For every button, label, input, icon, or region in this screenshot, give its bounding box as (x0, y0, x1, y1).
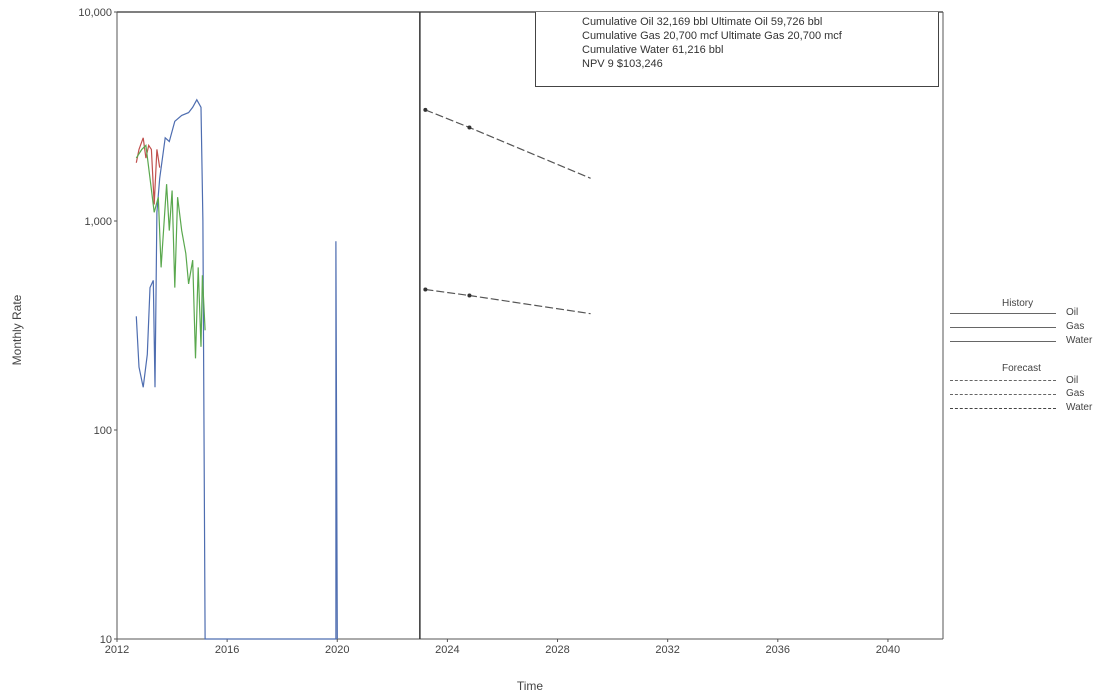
forecast-point (423, 107, 428, 112)
legend-forecast-title: Forecast (1002, 363, 1041, 374)
forecast-gas-line (425, 288, 591, 315)
x-tick-label: 2036 (766, 644, 790, 656)
info-line-oil: Cumulative Oil 32,169 bbl Ultimate Oil 5… (582, 16, 823, 28)
info-line-water: Cumulative Water 61,216 bbl (582, 44, 724, 56)
legend-forecast-gas: Gas (1066, 388, 1085, 399)
y-tick-label: 1,000 (84, 216, 112, 228)
x-tick-label: 2016 (215, 644, 239, 656)
forecast-point (423, 287, 428, 292)
history-gas-line (135, 137, 161, 205)
y-tick-label: 100 (94, 425, 112, 437)
x-tick-label: 2040 (876, 644, 900, 656)
cumulative-info-box: Cumulative Oil 32,169 bbl Ultimate Oil 5… (535, 12, 939, 87)
legend-history-water-line (950, 341, 1056, 342)
x-tick-label: 2032 (655, 644, 679, 656)
info-line-npv: NPV 9 $103,246 (582, 58, 663, 70)
x-tick-label: 2012 (105, 644, 129, 656)
legend-forecast-oil: Oil (1066, 375, 1079, 386)
forecast-point (467, 125, 472, 130)
x-tick-label: 2020 (325, 644, 349, 656)
history-water-line (135, 144, 206, 359)
legend: History Oil Gas Water Forecast Oil Gas W… (948, 296, 1096, 426)
y-tick-label: 10 (100, 634, 112, 646)
y-axis-title: Monthly Rate (10, 294, 24, 365)
legend-history-title: History (1002, 298, 1034, 309)
legend-forecast-gas-line (950, 394, 1056, 395)
history-oil-line (135, 98, 338, 640)
legend-history-gas-line (950, 327, 1056, 328)
info-line-gas: Cumulative Gas 20,700 mcf Ultimate Gas 2… (582, 30, 842, 42)
legend-history-oil-line (950, 313, 1056, 314)
legend-history-oil: Oil (1066, 307, 1079, 318)
legend-history-water: Water (1066, 335, 1093, 346)
axes (116, 11, 944, 640)
forecast-oil-line (425, 109, 591, 179)
x-tick-label: 2028 (545, 644, 569, 656)
y-tick-label: 10,000 (78, 7, 112, 19)
forecast-point (467, 293, 472, 298)
series-lines (135, 98, 591, 640)
x-axis-title: Time (517, 679, 544, 693)
ticks: 10 100 1,000 10,000 2012 2016 2020 2024 2028 2032… (78, 7, 900, 656)
legend-forecast-oil-line (950, 380, 1056, 381)
legend-forecast-water: Water (1066, 402, 1093, 413)
legend-forecast-water-line (950, 408, 1056, 409)
x-tick-label: 2024 (435, 644, 459, 656)
legend-history-gas: Gas (1066, 321, 1085, 332)
